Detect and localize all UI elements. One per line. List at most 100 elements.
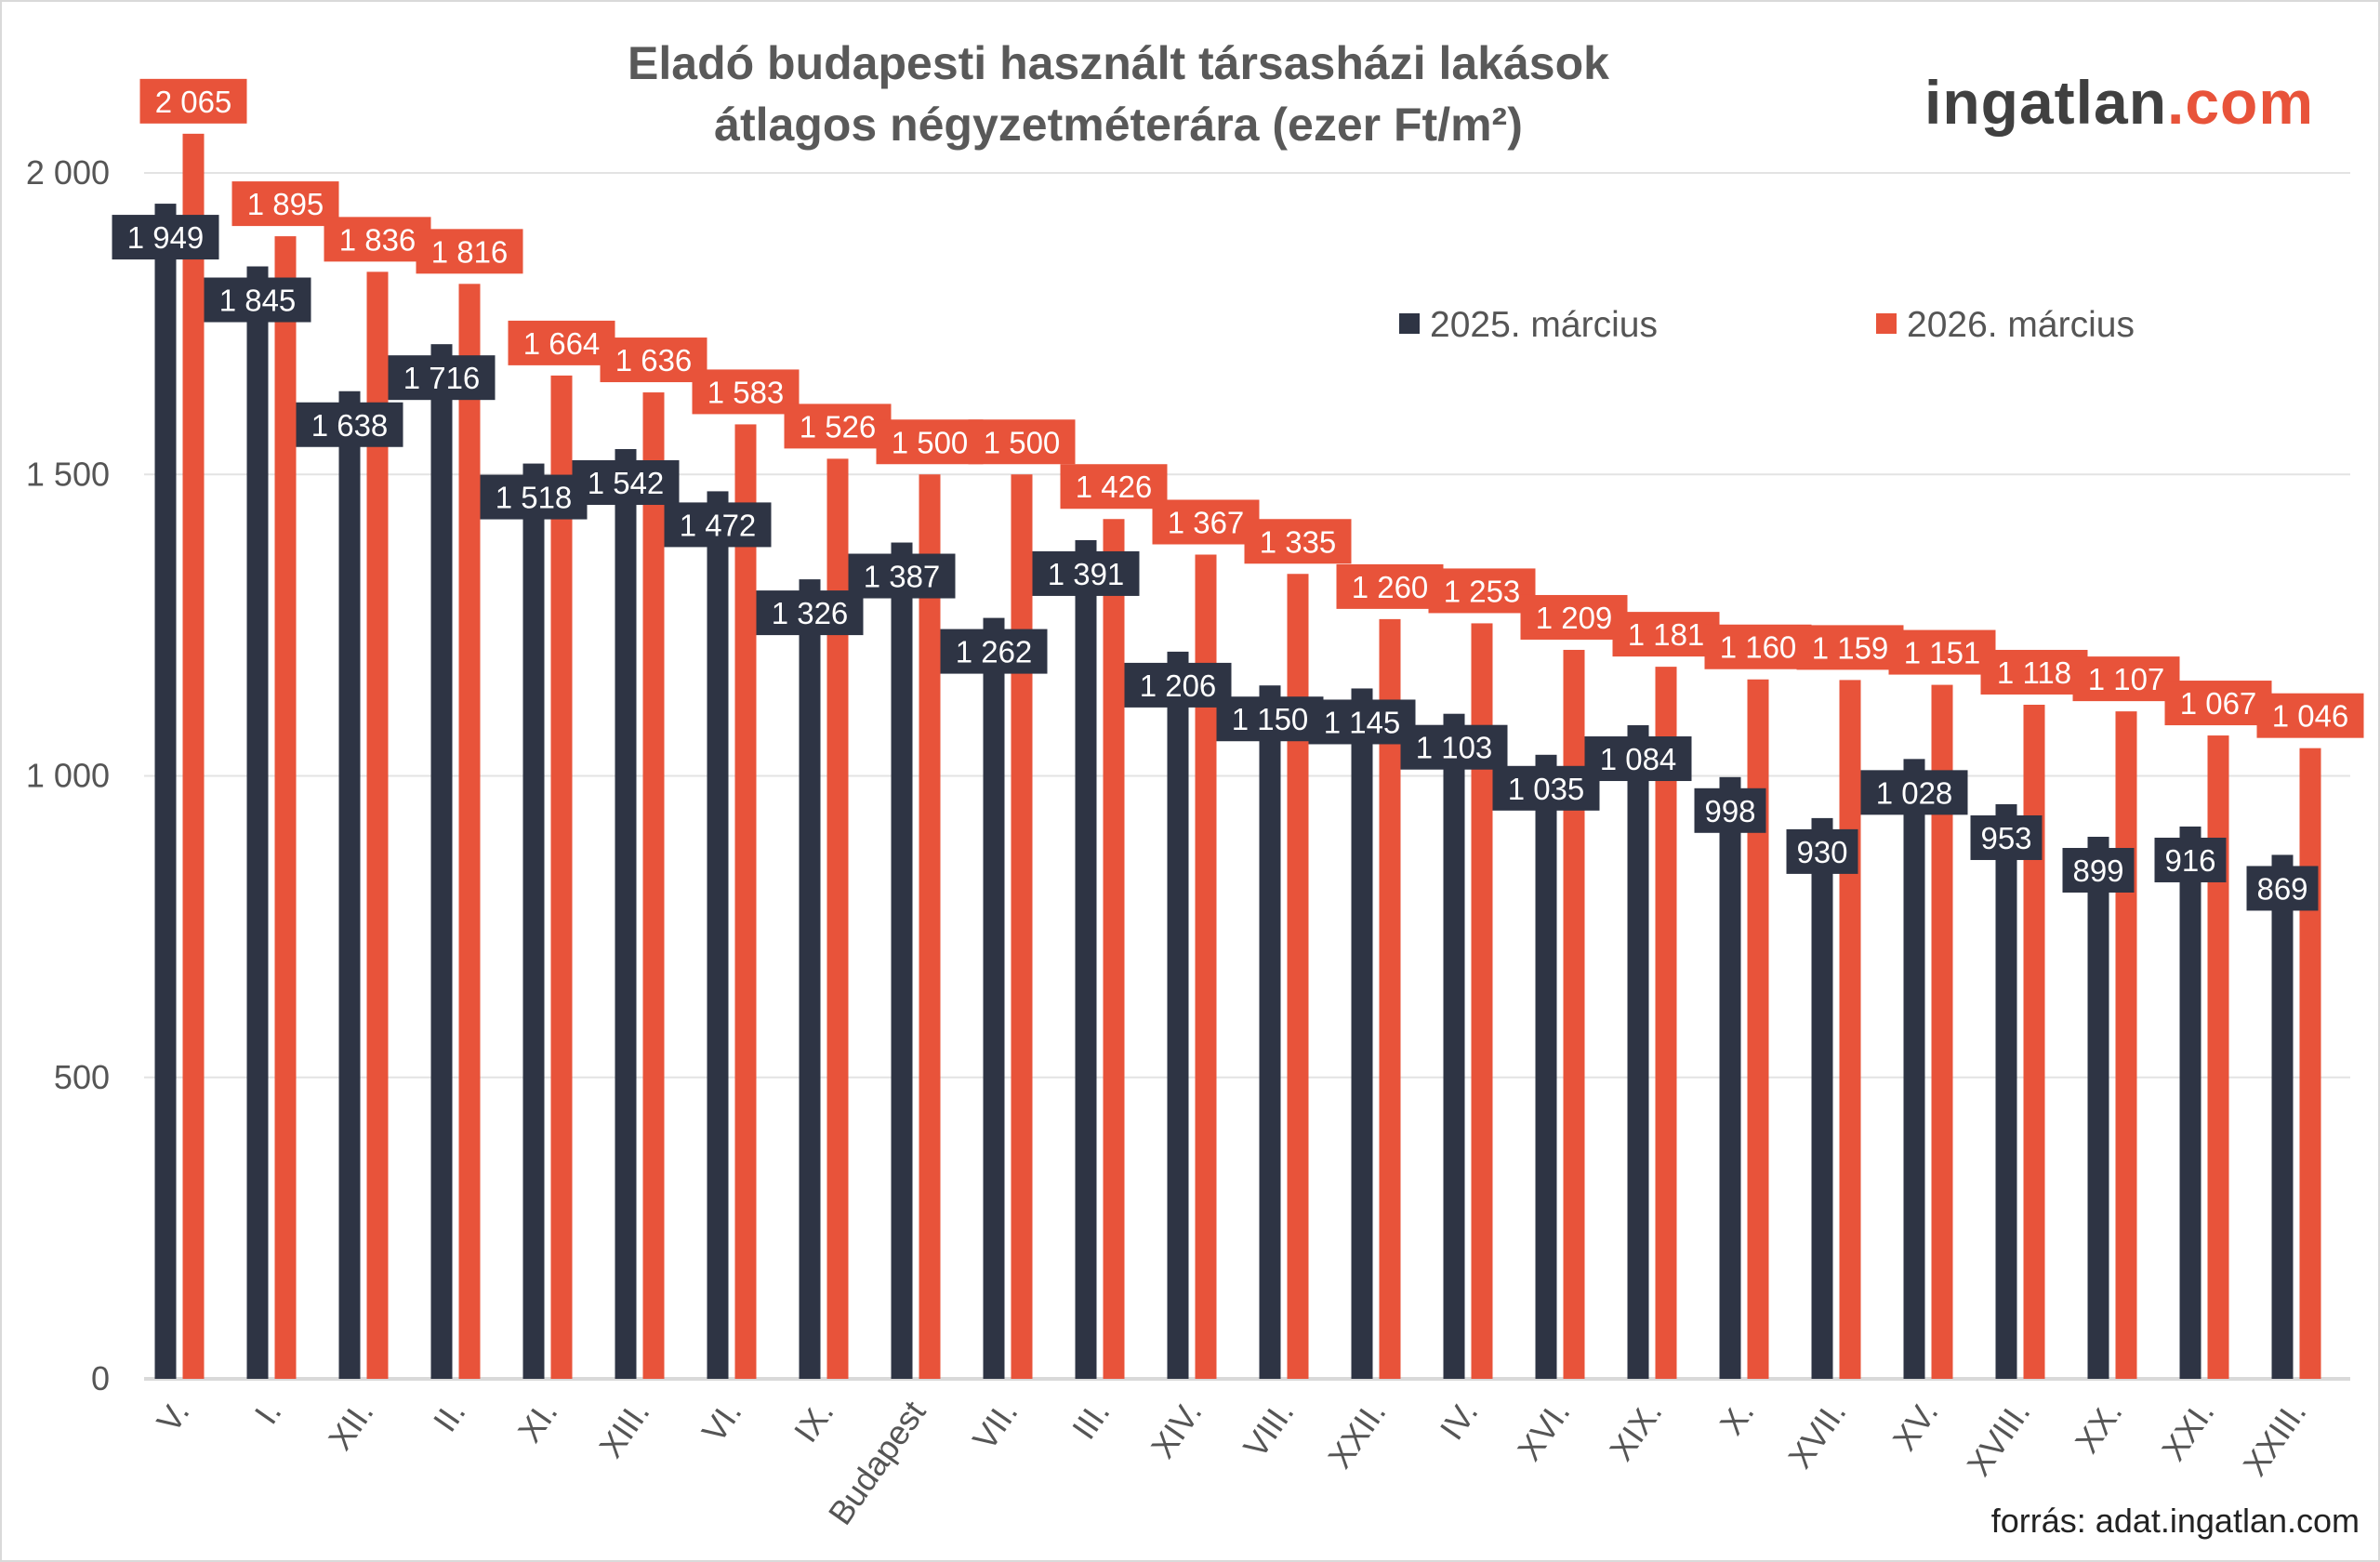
chart-title-line: átlagos négyzetméterára (ezer Ft/m²) (714, 99, 1523, 151)
bar-2025 (799, 579, 821, 1379)
bar-2026 (1563, 649, 1585, 1379)
data-label: 1 426 (1076, 470, 1153, 504)
data-label-box (204, 277, 311, 323)
x-tick-label: I. (246, 1394, 288, 1431)
data-label-box (296, 402, 403, 447)
data-label-box (2072, 656, 2180, 702)
data-label: 1 367 (1168, 506, 1245, 540)
data-label-box (848, 553, 956, 599)
x-tick-label: X. (1712, 1394, 1761, 1441)
legend-swatch (1876, 313, 1897, 334)
bar-2025 (154, 204, 177, 1380)
bar-2026 (1471, 623, 1493, 1379)
data-label-box (1860, 770, 1968, 815)
logo-accent: .com (2167, 68, 2315, 137)
legend-swatch (1399, 313, 1420, 334)
data-label: 1 253 (1444, 574, 1521, 608)
x-tick-label: XV. (1885, 1394, 1946, 1457)
bar-2025 (430, 344, 453, 1379)
x-tick-label: XIV. (1144, 1394, 1210, 1465)
data-label: 1 664 (523, 326, 601, 361)
data-label: 1 500 (892, 425, 969, 459)
data-label: 1 181 (1628, 617, 1705, 652)
bar-2026 (919, 474, 941, 1379)
x-tick-label: XVI. (1510, 1394, 1578, 1467)
x-tick-label: XXIII. (2235, 1394, 2313, 1483)
logo-main: ingatlan (1924, 68, 2168, 137)
data-label: 1 518 (496, 481, 573, 515)
data-label: 998 (1704, 794, 1755, 828)
data-label: 2 065 (155, 85, 232, 119)
data-label-box (1492, 765, 1600, 811)
data-label-box (1152, 499, 1260, 545)
data-label-box (1796, 625, 1904, 670)
data-label-box (940, 629, 1048, 674)
data-label: 1 145 (1324, 705, 1401, 739)
data-label: 1 262 (956, 635, 1033, 669)
bar-2026 (274, 236, 297, 1379)
data-label-box (1308, 699, 1416, 745)
data-label-box (231, 181, 339, 227)
bar-2026 (642, 392, 665, 1380)
data-label: 1 542 (588, 466, 665, 500)
data-label: 1 103 (1416, 731, 1493, 765)
data-label-box (1336, 563, 1444, 609)
x-tick-label: XIX. (1602, 1394, 1670, 1467)
data-label-box (112, 215, 219, 260)
bar-2026 (2207, 735, 2229, 1379)
data-label-box (139, 78, 247, 124)
bar-2026 (1379, 618, 1401, 1379)
bar-2026 (2299, 748, 2321, 1379)
data-label: 1 500 (984, 425, 1061, 459)
data-label-box (692, 369, 800, 415)
x-tick-label: XII. (321, 1394, 381, 1457)
data-label-box (2246, 866, 2319, 911)
chart-title-line: Eladó budapesti használt társasházi laká… (628, 37, 1609, 89)
x-tick-label: III. (1064, 1394, 1117, 1446)
x-tick-label: XIII. (591, 1394, 656, 1464)
bar-2025 (2179, 826, 2202, 1379)
bar-2026 (1931, 684, 1953, 1379)
bar-2026 (2115, 711, 2137, 1379)
bar-2025 (1259, 685, 1281, 1379)
bar-2025 (1995, 803, 2017, 1379)
data-label-box (1060, 464, 1168, 510)
data-label: 930 (1796, 835, 1847, 869)
data-label-box (572, 460, 680, 506)
data-label: 1 836 (339, 222, 416, 257)
data-label: 899 (2072, 854, 2123, 888)
x-tick-label: XXI. (2154, 1394, 2222, 1467)
data-label: 1 084 (1600, 742, 1677, 776)
x-tick-label: VII. (965, 1394, 1025, 1457)
data-label-box (416, 229, 523, 274)
data-label: 1 526 (800, 409, 877, 443)
data-label: 1 845 (219, 284, 297, 318)
data-label-box (1694, 788, 1766, 833)
x-tick-label: XVII. (1780, 1394, 1853, 1475)
bar-2025 (1535, 754, 1557, 1379)
data-label: 1 335 (1260, 524, 1337, 559)
legend-label: 2026. március (1907, 305, 2135, 345)
x-tick-label: IX. (787, 1394, 841, 1449)
data-label: 1 895 (247, 187, 324, 221)
x-tick-label: XXII. (1320, 1394, 1393, 1475)
data-label: 1 636 (615, 343, 693, 377)
x-tick-label: VIII. (1236, 1394, 1301, 1464)
data-label: 1 583 (707, 375, 785, 409)
bar-2026 (1011, 474, 1033, 1379)
bar-2026 (182, 133, 205, 1379)
x-tick-label: VI. (694, 1394, 749, 1449)
data-label-box (968, 419, 1076, 465)
x-tick-label: XI. (510, 1394, 565, 1449)
data-label: 1 949 (127, 220, 205, 255)
bar-2026 (1655, 667, 1677, 1379)
data-label-box (2062, 847, 2135, 893)
data-label-box (756, 590, 864, 636)
bar-2026 (458, 284, 481, 1380)
bar-2025 (522, 463, 545, 1379)
source-note: forrás: adat.ingatlan.com (1990, 1502, 2360, 1540)
bar-2025 (1719, 776, 1741, 1379)
data-label-box (1888, 629, 1996, 675)
